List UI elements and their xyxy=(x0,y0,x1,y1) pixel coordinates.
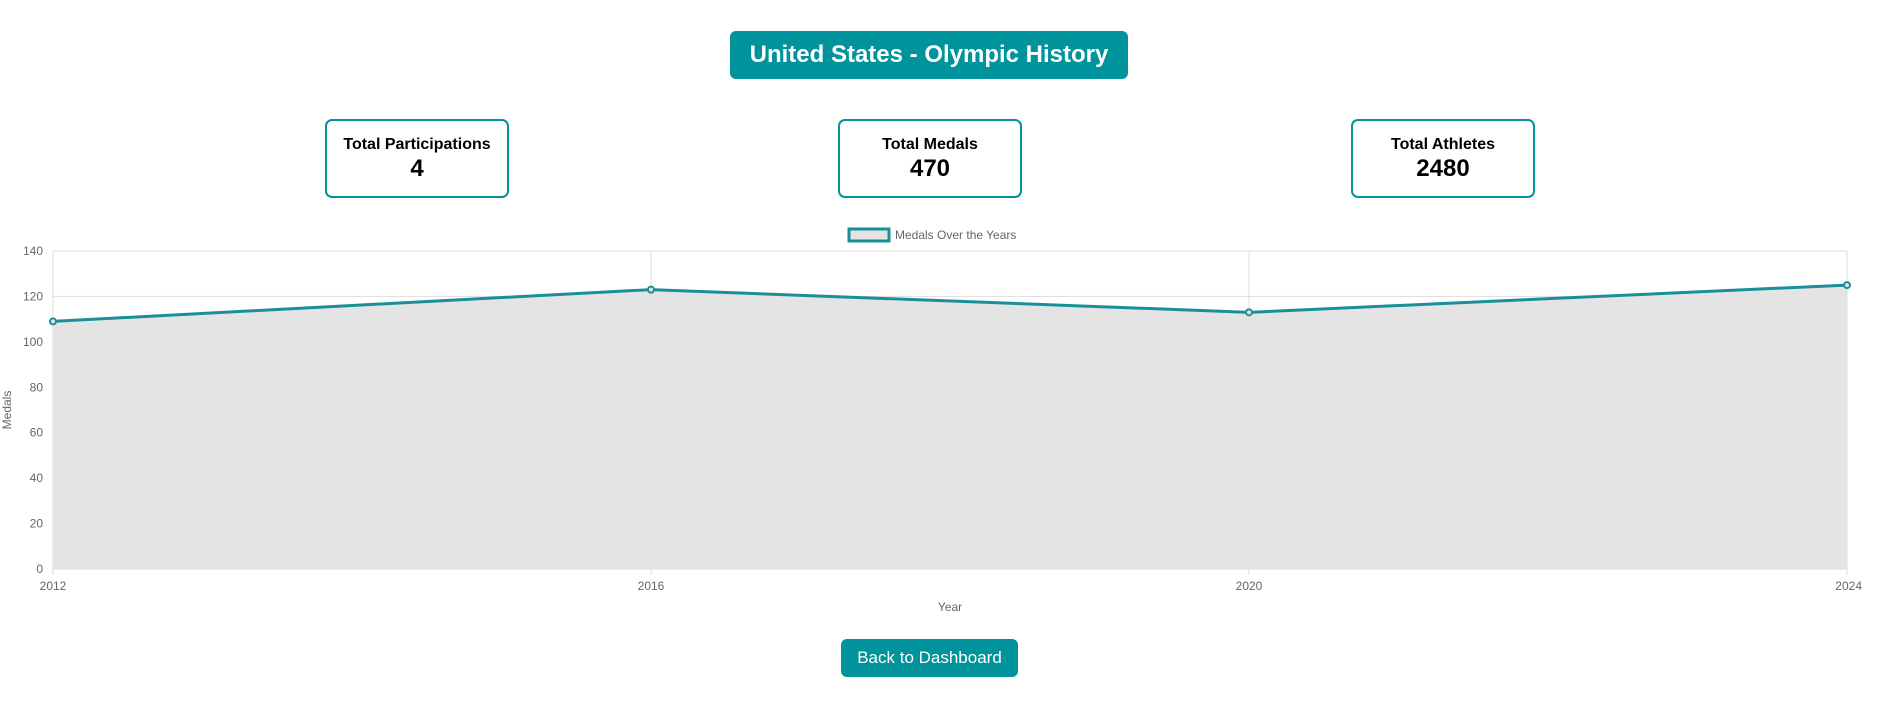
y-tick-label: 0 xyxy=(36,562,43,576)
chart-points xyxy=(49,281,1851,326)
medals-line xyxy=(52,283,1848,323)
y-tick-label: 20 xyxy=(30,517,44,531)
y-tick-label: 140 xyxy=(23,244,43,258)
x-axis-ticks: 2012 2016 2020 2024 xyxy=(40,579,1863,593)
chart-legend[interactable]: Medals Over the Years xyxy=(847,227,1016,243)
y-axis-ticks: 0 20 40 60 80 100 120 140 xyxy=(23,244,43,576)
stat-value-medals: 470 xyxy=(909,154,951,182)
stat-label-athletes: Total Athletes xyxy=(1390,135,1495,153)
stat-label-medals: Total Medals xyxy=(882,135,978,153)
stat-card-medals: Total Medals 470 xyxy=(838,119,1022,198)
y-tick-label: 120 xyxy=(23,289,43,303)
y-axis-title: Medals xyxy=(0,391,14,430)
x-tick-label: 2020 xyxy=(1236,579,1263,593)
x-axis-title: Year xyxy=(938,600,962,614)
y-tick-label: 40 xyxy=(30,471,44,485)
stat-value-athletes: 2480 xyxy=(1416,154,1470,182)
stat-label-participations: Total Participations xyxy=(343,135,491,153)
x-tick-label: 2016 xyxy=(638,579,665,593)
legend-swatch[interactable] xyxy=(847,227,891,243)
data-point[interactable] xyxy=(1843,281,1851,290)
medals-chart: 0 20 40 60 80 100 120 140 2012 2016 2020 2024 Meda… xyxy=(0,227,1863,614)
x-tick-label: 2024 xyxy=(1835,579,1862,593)
page-title: United States - Olympic History xyxy=(730,31,1128,79)
medals-area xyxy=(53,285,1847,569)
stat-card-participations: Total Participations 4 xyxy=(325,119,509,198)
stat-value-participations: 4 xyxy=(410,154,424,182)
stat-card-athletes: Total Athletes 2480 xyxy=(1351,119,1535,198)
data-point[interactable] xyxy=(1245,308,1253,317)
legend-label[interactable]: Medals Over the Years xyxy=(895,228,1016,242)
data-point[interactable] xyxy=(49,317,57,326)
y-tick-label: 100 xyxy=(23,335,43,349)
x-tick-label: 2012 xyxy=(40,579,67,593)
y-tick-label: 80 xyxy=(30,380,44,394)
y-tick-label: 60 xyxy=(30,426,44,440)
back-to-dashboard-button[interactable]: Back to Dashboard xyxy=(841,639,1018,677)
data-point[interactable] xyxy=(647,285,655,294)
